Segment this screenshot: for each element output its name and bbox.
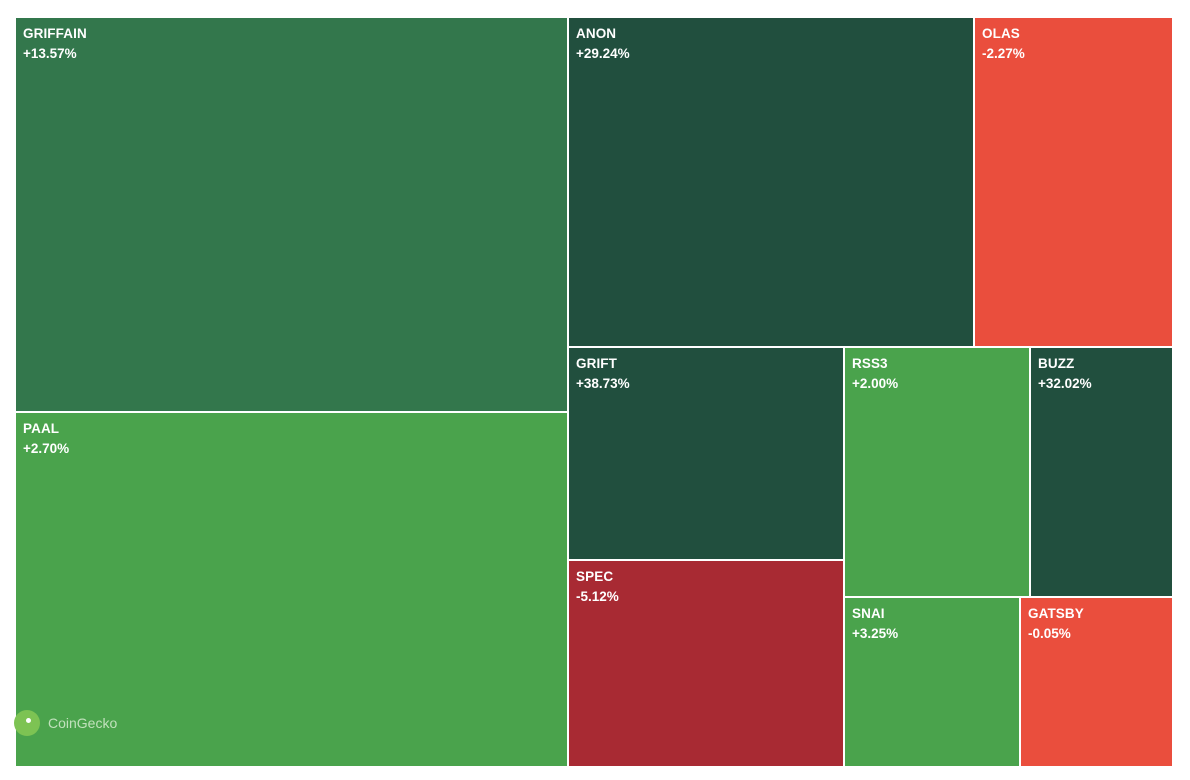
tile-symbol-rss3: RSS3 — [852, 356, 888, 371]
tile-rss3[interactable]: RSS3 +2.00% — [844, 347, 1030, 597]
tile-symbol-buzz: BUZZ — [1038, 356, 1075, 371]
tile-symbol-gatsby: GATSBY — [1028, 606, 1084, 621]
tile-change-paal: +2.70% — [23, 441, 70, 456]
tile-change-buzz: +32.02% — [1038, 376, 1092, 391]
tile-symbol-paal: PAAL — [23, 421, 60, 436]
tile-change-gatsby: -0.05% — [1028, 626, 1071, 641]
tile-buzz[interactable]: BUZZ +32.02% — [1030, 347, 1173, 597]
tile-symbol-grift: GRIFT — [576, 356, 617, 371]
tile-change-snai: +3.25% — [852, 626, 899, 641]
tile-change-grift: +38.73% — [576, 376, 630, 391]
tile-snai[interactable]: SNAI +3.25% — [844, 597, 1020, 767]
tile-symbol-griffain: GRIFFAIN — [23, 26, 87, 41]
tile-griffain[interactable]: GRIFFAIN +13.57% — [15, 17, 568, 412]
tile-paal[interactable]: PAAL +2.70% — [15, 412, 568, 767]
tile-change-griffain: +13.57% — [23, 46, 77, 61]
coingecko-watermark: CoinGecko — [14, 710, 117, 736]
treemap: GRIFFAIN +13.57% PAAL +2.70% ANON +29.24% OLAS… — [15, 17, 1173, 767]
watermark-text: CoinGecko — [48, 715, 118, 731]
tile-change-olas: -2.27% — [982, 46, 1025, 61]
tile-gatsby[interactable]: GATSBY -0.05% — [1020, 597, 1173, 767]
tile-change-anon: +29.24% — [576, 46, 630, 61]
tile-grift[interactable]: GRIFT +38.73% — [568, 347, 844, 560]
tile-symbol-olas: OLAS — [982, 26, 1020, 41]
tile-symbol-spec: SPEC — [576, 569, 614, 584]
tile-symbol-snai: SNAI — [852, 606, 885, 621]
tile-anon[interactable]: ANON +29.24% — [568, 17, 974, 347]
tile-olas[interactable]: OLAS -2.27% — [974, 17, 1173, 347]
tile-symbol-anon: ANON — [576, 26, 617, 41]
tile-change-spec: -5.12% — [576, 589, 619, 604]
tile-spec[interactable]: SPEC -5.12% — [568, 560, 844, 767]
coingecko-logo-icon — [14, 710, 40, 736]
tile-change-rss3: +2.00% — [852, 376, 899, 391]
